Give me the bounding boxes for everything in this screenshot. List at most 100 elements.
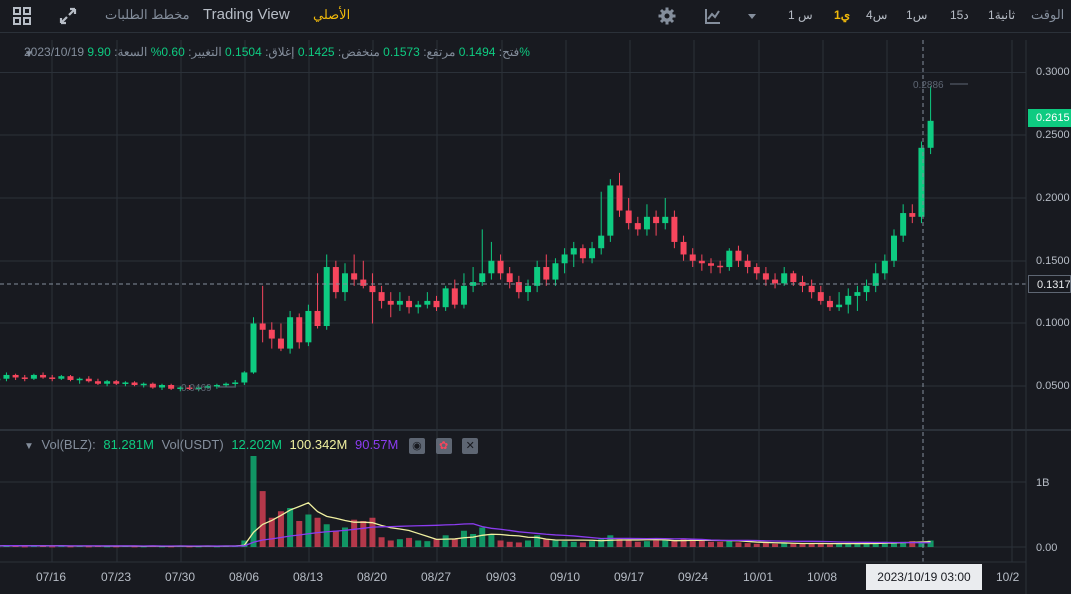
candle-body [680, 241, 687, 255]
volume-bar [552, 540, 559, 547]
change-label: التغيير: [188, 45, 222, 59]
tradingview-tab[interactable]: Trading View [203, 6, 290, 23]
indicator-chart-icon[interactable] [701, 4, 725, 28]
candle-body [570, 248, 577, 255]
depth-chart-tab[interactable]: مخطط الطلبات [105, 7, 190, 22]
date-tick: 07/16 [36, 570, 66, 584]
eye-icon[interactable]: ◉ [408, 437, 425, 454]
low-price-marker: 0.0469 [181, 383, 212, 394]
volume-bar [625, 540, 632, 547]
vol-blz-value: 81.281M [103, 437, 154, 452]
candle-body [442, 288, 449, 308]
interval-1w[interactable]: 1 س [788, 8, 813, 22]
volume-bar [671, 541, 678, 547]
candle-body [534, 267, 541, 286]
candle-body [543, 267, 550, 280]
gear-icon[interactable] [655, 4, 679, 28]
candle-body [552, 263, 559, 280]
candle-body [232, 382, 239, 384]
candle-body [826, 300, 833, 308]
candle-body [40, 374, 47, 378]
volume-bar [85, 546, 92, 548]
candle-body [497, 260, 504, 274]
candle-body [863, 285, 870, 293]
interval-1s[interactable]: 1ثانية [988, 8, 1016, 22]
candle-body [268, 329, 275, 339]
vol-blz-label: Vol(BLZ): [41, 437, 96, 452]
volume-bar [396, 539, 403, 547]
volume-bar [872, 542, 879, 547]
volume-bar [460, 530, 467, 547]
volume-bar [561, 541, 568, 547]
candle-body [277, 338, 284, 349]
interval-4h[interactable]: 4س [866, 8, 888, 22]
grid-layout-icon[interactable] [10, 4, 34, 28]
time-label: الوقت [1031, 7, 1065, 22]
volume-bar [653, 540, 660, 547]
volume-bars [0, 456, 934, 548]
candle-body [607, 185, 614, 236]
original-view-tab[interactable]: الأصلي [313, 7, 351, 22]
candle-body [744, 260, 751, 268]
candle-body [21, 377, 28, 379]
candle-body [323, 267, 330, 327]
close-icon[interactable]: ✕ [462, 437, 479, 454]
volume-bar [781, 543, 788, 547]
volume-bar [634, 541, 641, 547]
candle-body [149, 383, 156, 388]
date-tick: 07/23 [101, 570, 131, 584]
high-low-markers: 0.2886 0.0469 [181, 80, 968, 394]
candle-body [378, 292, 385, 301]
volume-bar [186, 546, 193, 548]
volume-bar [213, 546, 220, 548]
collapse-legend-icon[interactable]: ▼ [24, 49, 34, 60]
volume-bar [113, 546, 120, 548]
candle-body [424, 300, 431, 305]
interval-1d[interactable]: 1ي [834, 8, 851, 22]
caret-down-icon[interactable] [740, 4, 764, 28]
candle-body [250, 323, 257, 373]
volume-bar [21, 546, 28, 548]
candlestick-chart[interactable]: 0.3000 0.2500 0.2000 0.1500 0.1000 0.050… [0, 32, 1071, 594]
volume-bar [543, 539, 550, 547]
volume-bar [616, 539, 623, 547]
candle-body [451, 288, 458, 305]
volume-bar [863, 543, 870, 547]
high-price-marker: 0.2886 [913, 80, 944, 91]
volume-bar [140, 546, 147, 548]
price-tick: 0.0500 [1036, 380, 1070, 392]
candle-body [762, 273, 769, 280]
candle-body [790, 273, 797, 283]
interval-1h[interactable]: 1س [906, 8, 928, 22]
current-price-tag: 0.2615 [1028, 109, 1071, 127]
candle-body [168, 384, 175, 389]
settings-gear-icon[interactable]: ✿ [435, 437, 452, 454]
amplitude-label: السعة: [114, 45, 148, 59]
volume-bar [268, 517, 275, 547]
candle-body [94, 381, 101, 384]
candle-body [854, 292, 861, 296]
candle-body [735, 250, 742, 261]
candle-body [579, 248, 586, 259]
volume-bar [570, 541, 577, 547]
candle-body [140, 383, 147, 386]
interval-15m[interactable]: 15د [950, 8, 969, 22]
candle-body [689, 254, 696, 261]
expand-icon[interactable] [56, 4, 80, 28]
volume-bar [735, 542, 742, 547]
candle-body [918, 147, 925, 217]
candle-body [296, 317, 303, 343]
candle-body [195, 387, 202, 390]
candle-body [662, 216, 669, 224]
collapse-volume-icon[interactable]: ▼ [24, 441, 34, 452]
open-value: 0.1494 [458, 45, 496, 59]
candle-body [753, 267, 760, 274]
candle-body [131, 382, 138, 385]
volume-bar [744, 543, 751, 547]
volume-bar [772, 543, 779, 547]
candle-body [900, 213, 907, 236]
volume-bar [607, 535, 614, 547]
high-label: مرتفع: [423, 45, 456, 59]
volume-bar [525, 540, 531, 547]
volume-bar [259, 491, 266, 547]
